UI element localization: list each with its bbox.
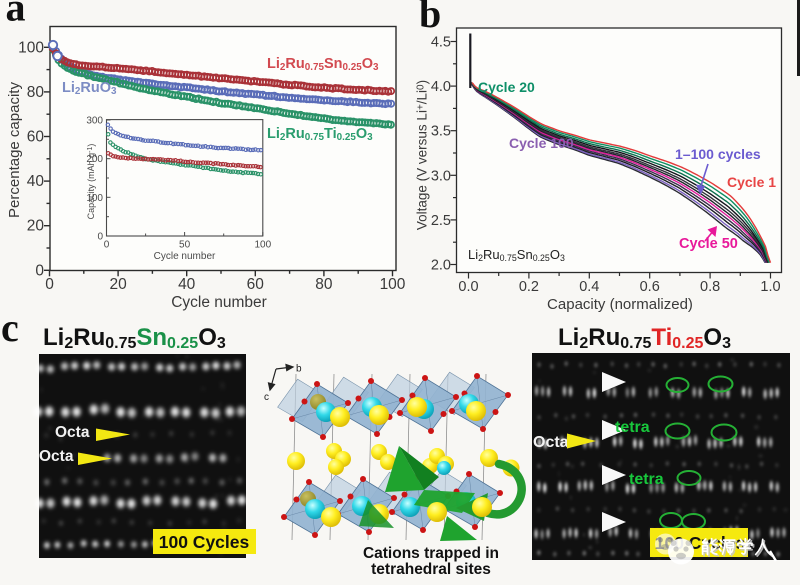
svg-text:0.4: 0.4 [579,279,599,295]
svg-text:4.5: 4.5 [431,35,451,51]
svg-text:80: 80 [27,84,45,101]
svg-text:Octa: Octa [533,434,569,451]
svg-text:Capacity (mAh g-1): Capacity (mAh g-1) [86,144,96,220]
svg-text:60: 60 [247,276,265,293]
svg-text:0: 0 [35,262,44,279]
svg-text:20: 20 [27,218,45,235]
svg-text:2.5: 2.5 [431,213,451,229]
svg-text:1–100 cycles: 1–100 cycles [675,146,761,162]
svg-text:Cycle 50: Cycle 50 [679,236,738,252]
svg-text:b: b [296,364,302,375]
svg-text:100 Cycles: 100 Cycles [159,532,250,552]
svg-text:Percentage capacity: Percentage capacity [6,82,23,218]
svg-text:40: 40 [27,173,45,190]
svg-text:Li2Ru0.75Sn0.25O3: Li2Ru0.75Sn0.25O3 [267,56,379,73]
svg-text:0: 0 [104,240,110,251]
svg-text:100: 100 [18,39,44,56]
svg-text:Cycle 1: Cycle 1 [727,174,776,190]
svg-text:Li2Ru0.75Ti0.25O3: Li2Ru0.75Ti0.25O3 [558,324,731,352]
svg-text:100: 100 [254,240,271,251]
svg-text:tetra: tetra [615,419,650,436]
svg-text:Voltage (V versus Li+/Li0): Voltage (V versus Li+/Li0) [415,80,430,230]
svg-text:Octa: Octa [39,448,74,465]
svg-text:3.0: 3.0 [431,168,451,184]
svg-text:tetrahedral sites: tetrahedral sites [371,561,491,578]
svg-text:Cycle number: Cycle number [154,251,216,262]
svg-text:Li2Ru0.75Ti0.25O3: Li2Ru0.75Ti0.25O3 [267,126,373,143]
svg-text:0.8: 0.8 [700,279,720,295]
svg-text:tetra: tetra [629,471,664,488]
svg-text:0: 0 [97,232,103,243]
svg-text:60: 60 [27,129,45,146]
svg-text:Cations trapped in: Cations trapped in [363,545,499,562]
svg-text:0: 0 [45,276,54,293]
svg-text:0.0: 0.0 [458,279,478,295]
svg-text:300: 300 [86,116,103,127]
svg-text:Li2Ru0.75Sn0.25O3: Li2Ru0.75Sn0.25O3 [468,247,565,263]
svg-text:100: 100 [86,193,103,204]
svg-text:0.6: 0.6 [640,279,660,295]
svg-text:3.5: 3.5 [431,124,451,140]
svg-text:c: c [1,305,19,350]
svg-text:Octa: Octa [55,424,90,441]
svg-text:Li2Ru0.75Sn0.25O3: Li2Ru0.75Sn0.25O3 [43,324,226,352]
svg-text:Cycle 100: Cycle 100 [509,135,574,151]
svg-text:Cycle 20: Cycle 20 [478,79,535,95]
svg-text:2.0: 2.0 [431,258,451,274]
svg-text:4.0: 4.0 [431,79,451,95]
svg-text:50: 50 [179,240,191,251]
svg-text:1.0: 1.0 [760,279,780,295]
svg-text:100: 100 [380,276,406,293]
svg-text:20: 20 [109,276,127,293]
svg-text:40: 40 [178,276,196,293]
svg-text:c: c [264,392,269,403]
svg-text:Li2RuO3: Li2RuO3 [62,80,117,97]
svg-text:200: 200 [86,154,103,165]
svg-text:0.2: 0.2 [519,279,539,295]
svg-text:a: a [6,0,26,30]
svg-text:Cycle number: Cycle number [171,294,267,311]
svg-text:Capacity (normalized): Capacity (normalized) [547,296,693,313]
svg-text:80: 80 [315,276,333,293]
svg-text:b: b [419,0,441,36]
